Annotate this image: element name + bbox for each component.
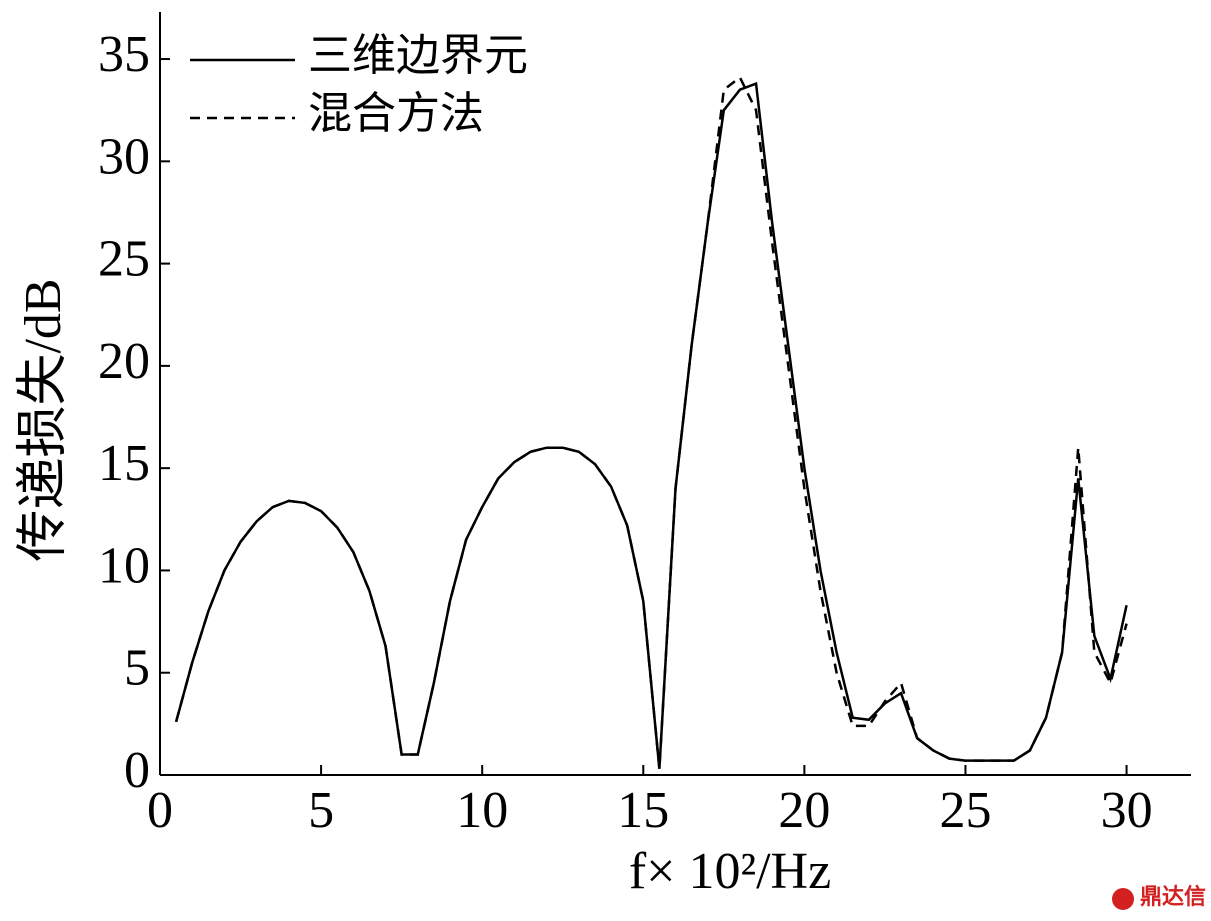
series-line	[174, 75, 1128, 769]
y-tick-label: 25	[98, 231, 150, 288]
y-tick-label: 30	[98, 128, 150, 185]
y-axis-label: 传递损失/dB	[15, 278, 72, 561]
legend-label: 三维边界元	[308, 31, 528, 80]
x-axis-label: f× 10²/Hz	[629, 843, 831, 900]
x-tick-label: 10	[456, 782, 508, 839]
y-tick-label: 5	[124, 640, 150, 697]
y-tick-label: 15	[98, 435, 150, 492]
y-tick-label: 20	[98, 333, 150, 390]
y-tick-label: 10	[98, 537, 150, 594]
series-line	[174, 81, 1128, 769]
watermark-logo	[1112, 888, 1134, 910]
x-tick-label: 20	[778, 782, 830, 839]
y-tick-label: 0	[124, 742, 150, 799]
watermark: 鼎达信	[1140, 884, 1206, 909]
x-tick-label: 0	[147, 782, 173, 839]
x-tick-label: 25	[939, 782, 991, 839]
x-tick-label: 5	[308, 782, 334, 839]
y-tick-label: 35	[98, 26, 150, 83]
x-tick-label: 30	[1101, 782, 1153, 839]
legend-label: 混合方法	[308, 89, 484, 138]
x-tick-label: 15	[617, 782, 669, 839]
